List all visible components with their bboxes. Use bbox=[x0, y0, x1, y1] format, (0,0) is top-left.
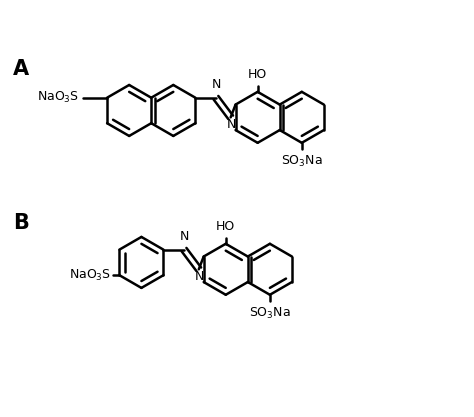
Text: N: N bbox=[195, 270, 204, 283]
Text: HO: HO bbox=[216, 220, 236, 233]
Text: B: B bbox=[13, 213, 29, 233]
Text: SO$_3$Na: SO$_3$Na bbox=[281, 153, 323, 169]
Text: N: N bbox=[212, 78, 221, 91]
Text: NaO$_3$S: NaO$_3$S bbox=[37, 90, 79, 105]
Text: SO$_3$Na: SO$_3$Na bbox=[249, 306, 291, 321]
Text: N: N bbox=[180, 230, 189, 243]
Text: NaO$_3$S: NaO$_3$S bbox=[69, 268, 111, 283]
Text: A: A bbox=[13, 59, 29, 79]
Text: HO: HO bbox=[248, 68, 267, 81]
Text: N: N bbox=[227, 118, 236, 131]
